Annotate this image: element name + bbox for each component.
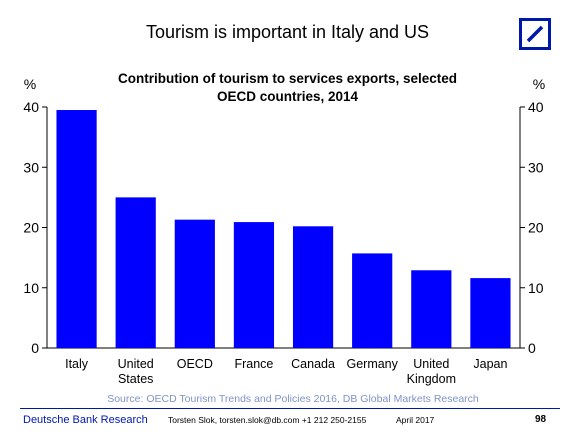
x-tick-label: United: [118, 357, 154, 371]
footer-org: Deutsche Bank Research: [23, 414, 148, 426]
chart-title-line-2: OECD countries, 2014: [216, 89, 359, 104]
chart-title-line-1: Contribution of tourism to services expo…: [117, 71, 458, 86]
x-tick-label: OECD: [177, 357, 213, 371]
x-tick-label: Kingdom: [407, 372, 456, 386]
x-tick-label: Canada: [291, 357, 335, 371]
y-tick-label-right: 10: [528, 280, 544, 296]
y-tick-label-left: 40: [23, 99, 39, 115]
footer-divider: [20, 408, 560, 409]
bar-1: [115, 197, 156, 348]
y-tick-label-right: 40: [528, 99, 544, 115]
x-tick-label: France: [234, 357, 273, 371]
y-tick-label-right: 20: [528, 220, 544, 236]
y-tick-label-left: 10: [23, 280, 39, 296]
footer-author: Torsten Slok, torsten.slok@db.com +1 212…: [168, 415, 367, 425]
bar-5: [352, 253, 393, 348]
x-tick-label: States: [118, 372, 153, 386]
y-tick-label-left: 20: [23, 220, 39, 236]
chart-title: Contribution of tourism to services expo…: [60, 70, 515, 106]
footer-date: April 2017: [396, 415, 435, 425]
y-unit-label-left: %: [24, 76, 36, 92]
y-unit-label-right: %: [533, 76, 545, 92]
deutsche-bank-logo-icon: [519, 18, 551, 50]
bar-6: [411, 270, 452, 348]
x-tick-label: Italy: [65, 357, 89, 371]
slide-title: Tourism is important in Italy and US: [145, 22, 430, 42]
bar-3: [233, 222, 275, 348]
y-tick-label-left: 0: [31, 340, 39, 356]
chart-source: Source: OECD Tourism Trends and Policies…: [107, 393, 479, 405]
bar-4: [292, 226, 334, 348]
page-number: 98: [535, 414, 547, 425]
y-tick-label-left: 30: [23, 159, 39, 175]
x-tick-label: United: [413, 357, 449, 371]
x-tick-label: Japan: [473, 357, 507, 371]
bar-0: [56, 110, 97, 348]
y-tick-label-right: 0: [528, 340, 536, 356]
y-tick-label-right: 30: [528, 159, 544, 175]
bar-7: [470, 278, 511, 348]
bar-2: [174, 219, 215, 348]
x-tick-label: Germany: [346, 357, 398, 371]
